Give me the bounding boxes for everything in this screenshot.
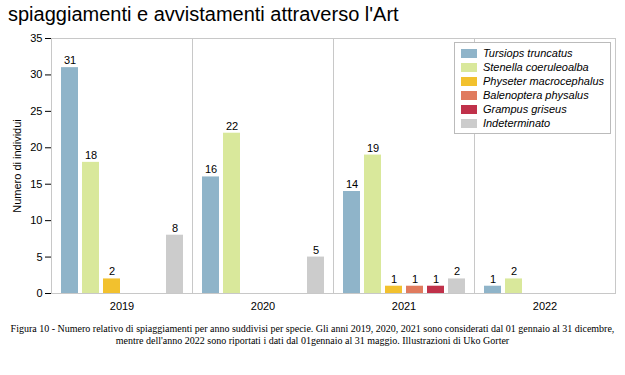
svg-text:31: 31 xyxy=(64,54,76,66)
svg-text:2022: 2022 xyxy=(533,300,557,312)
svg-text:16: 16 xyxy=(205,163,217,175)
html-text:Physeter macrocephalus: Physeter macrocephalus xyxy=(482,75,604,87)
svg-text:14: 14 xyxy=(346,178,358,190)
svg-text:22: 22 xyxy=(226,120,238,132)
svg-text:25: 25 xyxy=(30,105,42,117)
svg-text:0: 0 xyxy=(36,287,42,299)
svg-text:2020: 2020 xyxy=(251,300,275,312)
svg-text:2021: 2021 xyxy=(392,300,416,312)
svg-text:19: 19 xyxy=(367,142,379,154)
svg-text:1: 1 xyxy=(412,273,418,285)
svg-text:5: 5 xyxy=(313,244,319,256)
svg-text:2: 2 xyxy=(109,265,115,277)
html-text:Indeterminato: Indeterminato xyxy=(482,117,551,129)
svg-text:1: 1 xyxy=(433,273,439,285)
html-text:Tursiops truncatus: Tursiops truncatus xyxy=(482,47,573,59)
svg-text:18: 18 xyxy=(85,149,97,161)
svg-text:10: 10 xyxy=(30,214,42,226)
svg-text:8: 8 xyxy=(172,222,178,234)
svg-text:2019: 2019 xyxy=(110,300,134,312)
svg-text:2: 2 xyxy=(454,265,460,277)
html-text:Stenella coeruleoalba: Stenella coeruleoalba xyxy=(482,61,589,73)
svg-text:2: 2 xyxy=(511,265,517,277)
svg-text:1: 1 xyxy=(490,273,496,285)
svg-text:30: 30 xyxy=(30,68,42,80)
svg-text:15: 15 xyxy=(30,178,42,190)
svg-text:1: 1 xyxy=(391,273,397,285)
svg-text:Numero di individui: Numero di individui xyxy=(11,119,23,213)
html-text:Balenoptera physalus: Balenoptera physalus xyxy=(482,89,589,101)
html-text:Figura 10 - Numero relativo di: Figura 10 - Numero relativo di spiaggiam… xyxy=(10,323,615,346)
svg-text:20: 20 xyxy=(30,141,42,153)
svg-text:35: 35 xyxy=(30,32,42,44)
html-text:spiaggiamenti e avvistamenti a: spiaggiamenti e avvistamenti attraverso … xyxy=(8,3,399,25)
html-text:Grampus griseus: Grampus griseus xyxy=(482,103,567,115)
svg-text:5: 5 xyxy=(36,251,42,263)
